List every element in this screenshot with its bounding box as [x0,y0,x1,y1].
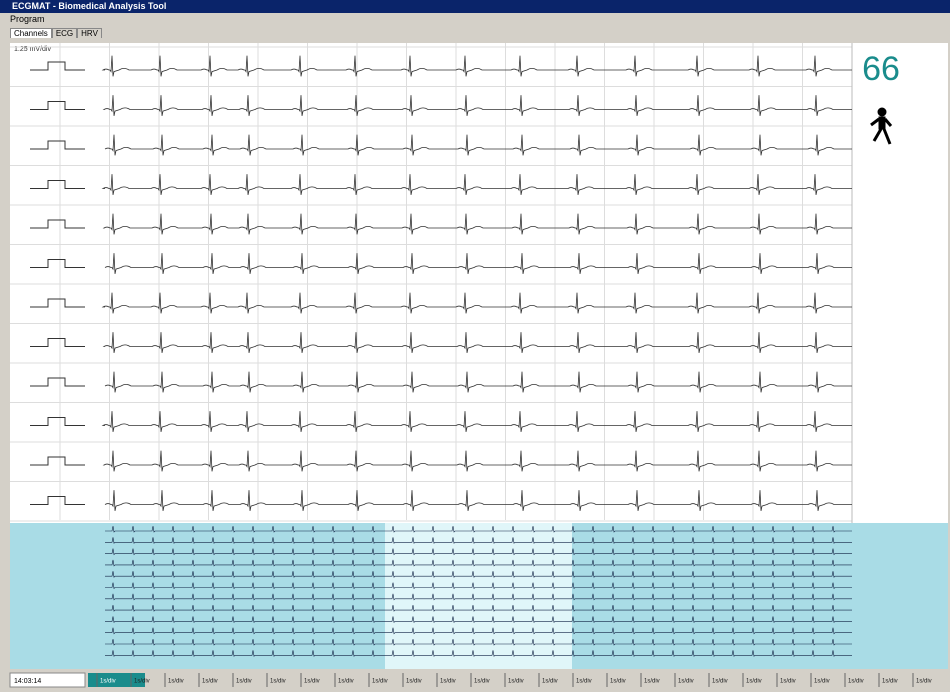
timeline-label: 1s/div [134,679,150,685]
ecg-trace [102,450,852,472]
timeline-label: 1s/div [882,679,898,685]
calibration-pulse [30,180,85,189]
overview-trace [105,525,852,533]
ecg-trace [101,411,852,432]
timeline-label: 1s/div [270,679,286,685]
calibration-pulse [30,101,85,110]
overview-trace [105,548,852,556]
timeline-label: 1s/div [678,679,694,685]
ecg-trace [102,332,852,353]
timeline-label: 1s/div [644,679,660,685]
tab[interactable]: HRV [77,28,102,38]
timeline-label: 1s/div [236,679,252,685]
overview-trace [105,537,852,544]
overview-trace [105,559,852,567]
status-bar [0,669,950,692]
time-label: 14:03:14 [14,678,41,685]
calibration-pulse [30,298,85,308]
timeline-label: 1s/div [780,679,796,685]
overview-selection[interactable] [385,523,572,669]
timeline-label: 1s/div [100,679,116,685]
tab[interactable]: ECG [51,28,78,38]
overview-trace [105,638,852,646]
timeline-label: 1s/div [576,679,592,685]
timeline-label: 1s/div [406,679,422,685]
ecg-trace [101,55,852,77]
overview-trace [105,650,852,657]
scale-label: 1.25 mV/div [14,46,51,53]
activity-icon [870,107,893,145]
ecg-trace [101,174,852,195]
timeline-label: 1s/div [746,679,762,685]
title-bar: ECGMAT - Biomedical Analysis Tool [0,0,950,13]
calibration-pulse [30,140,85,150]
overview-trace [105,605,852,612]
calibration-pulse [30,338,85,347]
overview-trace [105,627,852,635]
timeline-label: 1s/div [508,679,524,685]
ecg-trace [102,213,852,235]
tab[interactable]: Channels [10,28,52,38]
time-box [9,672,86,688]
ecg-trace [102,95,852,116]
calibration-pulse [30,259,85,268]
timeline-label: 1s/div [372,679,388,685]
ecg-trace [104,253,852,274]
timeline-label: 1s/div [168,679,184,685]
timeline-label: 1s/div [610,679,626,685]
overview-trace [105,571,852,578]
overview-trace [105,616,852,624]
ecg-trace [104,490,852,511]
calibration-pulse [30,417,85,426]
timeline-label: 1s/div [542,679,558,685]
calibration-pulse [30,456,85,466]
calibration-pulse [30,61,85,71]
timeline-label: 1s/div [848,679,864,685]
timeline-label: 1s/div [814,679,830,685]
timeline-label: 1s/div [474,679,490,685]
ecg-trace [101,292,852,314]
calibration-pulse [30,219,85,229]
timeline-label: 1s/div [304,679,320,685]
tab-bar: Channels ECG HRV [10,28,102,38]
timeline-label: 1s/div [440,679,456,685]
ecg-trace [104,371,852,393]
overview-trace [105,593,852,601]
timeline-label: 1s/div [712,679,728,685]
ecg-trace [104,134,852,156]
heart-rate: 66 [862,50,900,88]
calibration-pulse [30,496,85,505]
overview-trace [105,582,852,590]
calibration-pulse [30,377,85,387]
timeline-label: 1s/div [202,679,218,685]
menu-item[interactable]: Program [10,14,45,24]
ecg-panel [10,43,948,523]
timeline-label: 1s/div [916,679,932,685]
timeline-label: 1s/div [338,679,354,685]
